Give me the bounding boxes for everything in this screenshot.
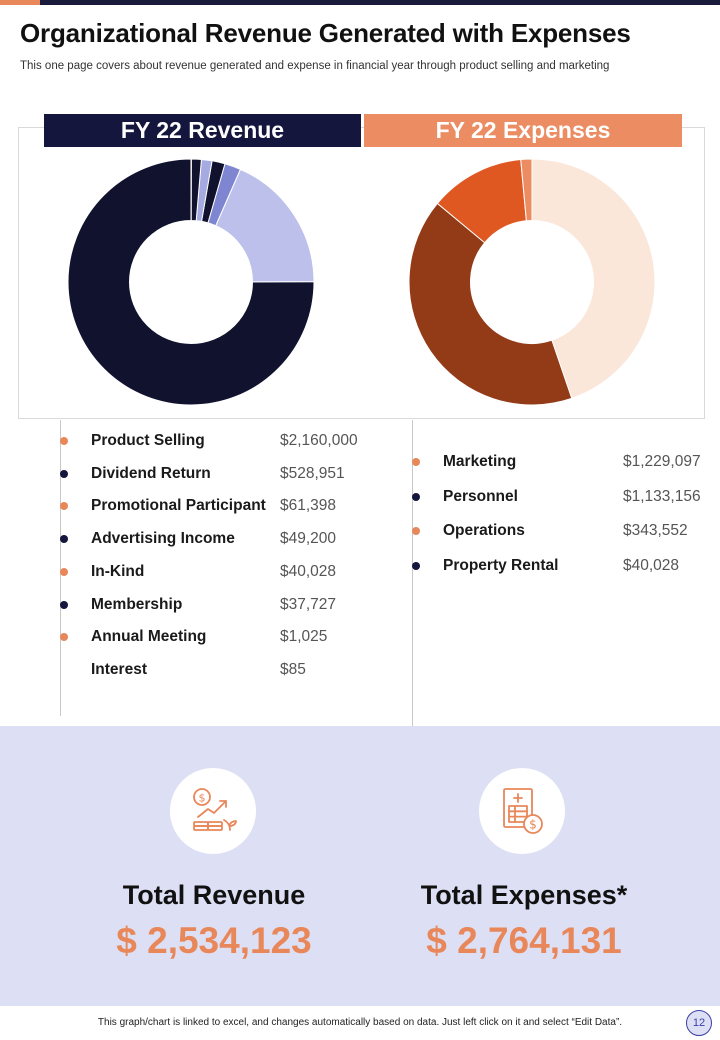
page-number-badge: 12 [686,1010,712,1036]
revenue-legend-value: $49,200 [280,530,337,548]
revenue-legend-dot [60,502,68,511]
expenses-legend-dot [412,562,420,571]
revenue-legend-dot [60,567,68,576]
expenses-legend-label: Personnel [443,487,518,505]
expenses-legend-dot [412,458,420,466]
expenses-legend-label: Marketing [443,453,517,470]
revenue-legend-item: Promotional Participant $61,398 [60,496,336,516]
revenue-legend-value: $85 [280,660,306,678]
revenue-legend-dot [60,469,68,478]
revenue-legend-item: Advertising Income $49,200 [60,529,336,549]
expenses-slice-property-rental[interactable] [520,158,533,222]
expenses-legend-divider [412,420,413,726]
revenue-legend-item: Annual Meeting $1,025 [60,627,327,647]
charts-frame [18,127,705,419]
top-accent-bar [0,0,40,5]
revenue-legend-item: Dividend Return $528,951 [60,464,345,484]
totals-panel [0,726,720,1006]
revenue-slice-dividend-return[interactable] [215,168,315,283]
expenses-legend-value: $1,229,097 [623,453,701,470]
revenue-legend-dot [60,437,68,445]
revenue-legend-item: Interest $85 [91,660,306,680]
expenses-chart-title: FY 22 Expenses [364,114,682,147]
revenue-legend-label: Advertising Income [91,530,235,548]
page-title: Organizational Revenue Generated with Ex… [20,18,631,48]
revenue-legend-value: $37,727 [280,595,337,613]
revenue-slice-product-selling[interactable] [67,158,315,406]
revenue-donut-chart[interactable] [67,158,315,406]
revenue-legend-value: $1,025 [280,628,328,646]
revenue-legend-dot [60,600,68,609]
revenue-icon-badge: $ [170,768,256,854]
total-expenses-label: Total Expenses* [420,880,628,910]
revenue-legend-label: Membership [91,595,183,613]
footer-note: This graph/chart is linked to excel, and… [97,1017,623,1028]
revenue-legend-value: $528,951 [280,464,345,482]
expenses-legend-value: $343,552 [623,522,688,540]
total-revenue-value: $ 2,534,123 [116,920,312,961]
expenses-legend-value: $40,028 [623,557,680,575]
revenue-legend-label: In-Kind [91,562,145,580]
expenses-icon-badge: $ [479,768,565,854]
expenses-donut-chart[interactable] [408,158,656,406]
top-dark-bar [40,0,720,5]
expenses-slice-marketing[interactable] [531,158,656,400]
page-subtitle: This one page covers about revenue gener… [20,60,610,72]
expenses-legend-dot [412,527,420,536]
svg-text:$: $ [199,792,206,805]
revenue-legend-label: Dividend Return [91,464,211,482]
expenses-legend-item: Marketing $1,229,097 [412,452,701,472]
invoice-dollar-icon: $ [503,788,543,834]
revenue-legend-value: $40,028 [280,562,337,580]
revenue-legend-item: In-Kind $40,028 [60,562,336,582]
revenue-legend-item: Product Selling $2,160,000 [60,431,358,451]
revenue-chart-title: FY 22 Revenue [44,114,361,147]
expenses-legend-item: Operations $343,552 [412,521,688,541]
expenses-legend-label: Operations [443,522,525,540]
expenses-legend-item: Personnel $1,133,156 [412,487,701,507]
revenue-legend-dot [60,633,68,642]
revenue-legend-dot [60,535,68,544]
revenue-growth-icon: $ [193,788,237,831]
revenue-legend-item: Membership $37,727 [60,595,336,615]
revenue-legend-label: Promotional Participant [91,497,266,515]
expenses-legend-item: Property Rental $40,028 [412,556,679,576]
total-expenses-value: $ 2,764,131 [426,920,622,961]
expenses-slice-personnel[interactable] [408,202,573,406]
revenue-legend-value: $2,160,000 [280,432,358,449]
expenses-legend-label: Property Rental [443,557,559,575]
revenue-legend-label: Annual Meeting [91,628,207,646]
total-revenue-label: Total Revenue [122,880,306,910]
expenses-legend-value: $1,133,156 [623,487,701,505]
revenue-legend-label: Interest [91,660,147,678]
svg-text:$: $ [529,818,537,832]
expenses-legend-dot [412,492,420,501]
revenue-legend-value: $61,398 [280,497,337,515]
revenue-legend-label: Product Selling [91,432,205,449]
